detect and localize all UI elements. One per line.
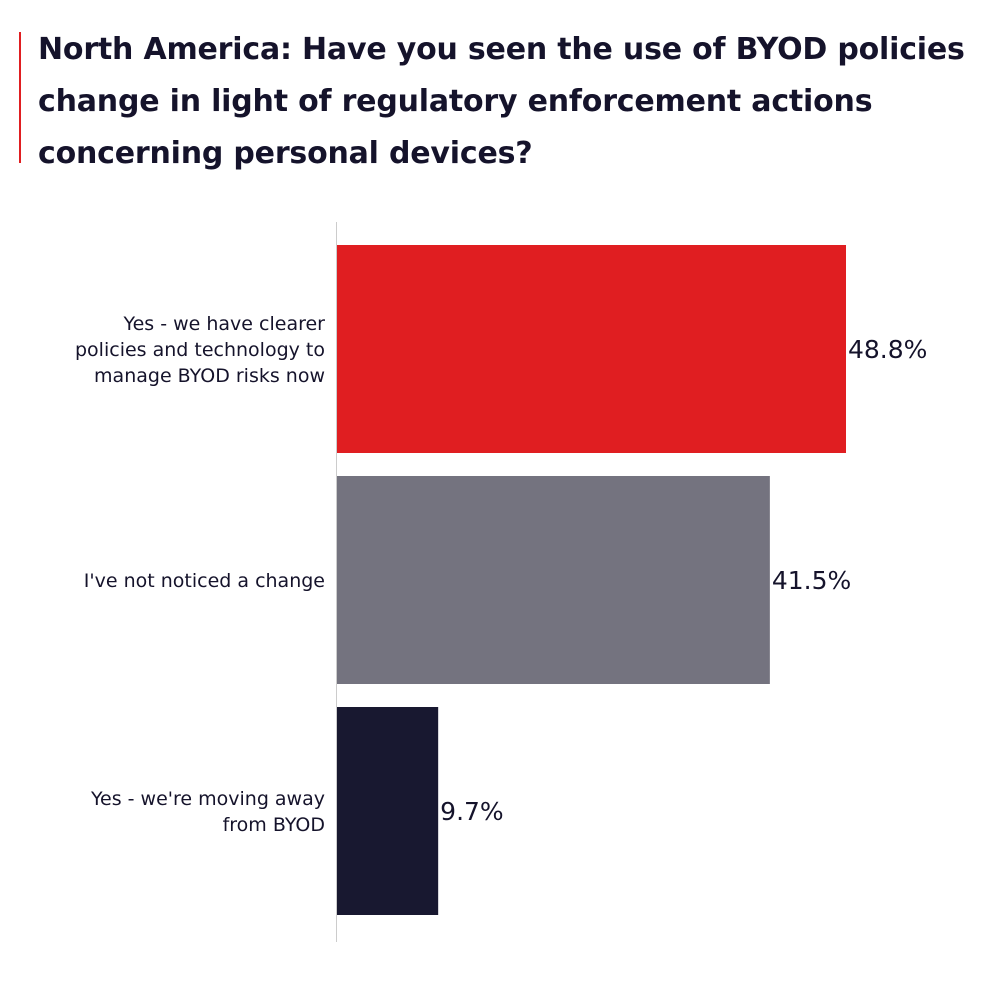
category-label-1: Yes - we have clearer policies and techno… xyxy=(75,313,325,387)
category-label-line: manage BYOD risks now xyxy=(94,365,325,387)
category-label-line: from BYOD xyxy=(223,814,325,836)
category-label-2: I've not noticed a change xyxy=(84,570,325,592)
bar-2 xyxy=(337,476,770,684)
value-label-3: 9.7% xyxy=(440,797,504,826)
category-label-line: I've not noticed a change xyxy=(84,570,325,592)
category-label-line: Yes - we're moving away xyxy=(90,788,325,810)
bar-1 xyxy=(337,245,846,453)
bars-group xyxy=(337,245,846,915)
category-label-line: Yes - we have clearer xyxy=(123,313,326,335)
category-label-line: policies and technology to xyxy=(75,339,325,361)
bar-3 xyxy=(337,707,439,915)
chart-title: North America: Have you seen the use of … xyxy=(38,32,965,171)
value-label-1: 48.8% xyxy=(848,335,927,364)
category-labels-group: Yes - we have clearer policies and techno… xyxy=(75,313,325,836)
value-label-2: 41.5% xyxy=(772,566,851,595)
category-label-3: Yes - we're moving away from BYOD xyxy=(90,788,325,836)
title-accent-bar xyxy=(19,32,21,163)
value-labels-group: 48.8% 41.5% 9.7% xyxy=(440,335,927,826)
